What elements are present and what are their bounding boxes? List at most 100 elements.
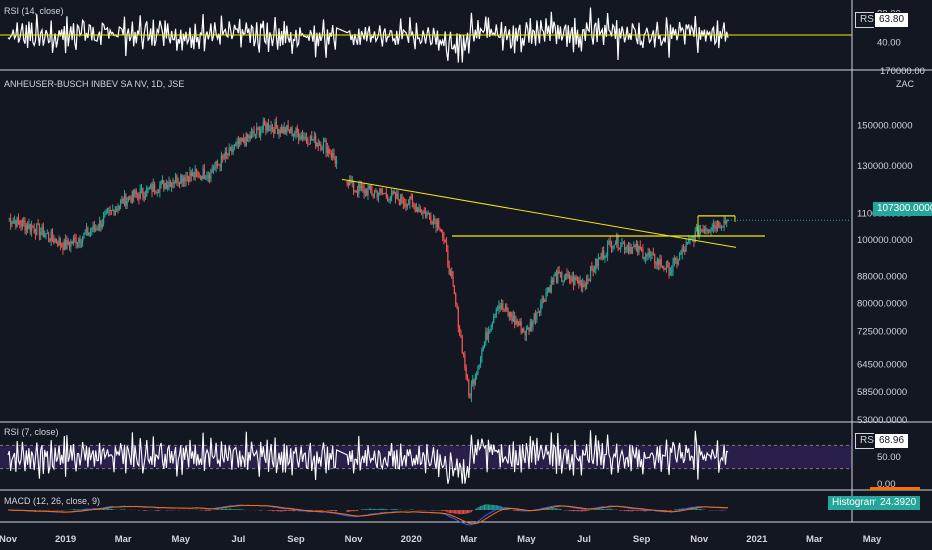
candle-body [109,209,111,211]
candle-body [194,169,196,178]
x-tick-label: 2020 [401,534,422,545]
candle-body [182,177,185,183]
candle-body [119,200,122,206]
candle-body [220,155,222,168]
candle-body [400,194,402,205]
candle-body [180,175,182,185]
candle-body [506,306,508,311]
candle-body [305,136,308,140]
candle-body [248,135,250,138]
candle-body [698,229,700,236]
x-tick-label: Nov [0,534,18,545]
candle-body [23,220,25,223]
candle-body [411,199,414,203]
candle-body [203,168,205,179]
candle-body [58,238,60,246]
candle-body [633,245,635,248]
candle-body [671,270,673,273]
candle-body [469,395,471,397]
candle-body [325,140,327,153]
candle-body [637,243,639,253]
candle-body [164,183,166,189]
candle-body [317,142,319,146]
candle-body [504,306,507,310]
candle-body [426,213,428,217]
candle-body [265,125,267,131]
candle-body [101,224,103,228]
candle-body [576,280,579,282]
candle-body [702,229,704,233]
candle-body [237,140,239,145]
candle-body [321,148,323,150]
candle-body [544,300,546,302]
macd-tag-name: Histogram [828,496,882,510]
candle-body [574,277,576,285]
candle-body [63,239,65,250]
candle-body [536,312,538,320]
candle-body [304,136,306,138]
candle-body [355,190,357,192]
candle-body [329,153,331,155]
rsi7-tick-50: 50.00 [877,452,901,463]
candle-body [334,158,336,164]
candle-body [468,380,470,396]
candle-body [75,238,77,245]
candle-body [197,171,199,173]
candle-body [601,250,603,259]
candle-body [283,126,285,134]
candle-body [212,170,215,172]
price-tick-label: 64500.0000 [857,359,907,370]
candle-body [453,285,455,295]
candle-body [367,188,369,196]
candle-body [368,185,370,189]
candle-body [379,188,381,195]
candle-body [353,180,355,192]
candle-body [402,201,404,204]
candle-body [722,226,724,228]
candle-body [673,258,675,262]
candle-body [184,177,186,182]
candle-body [96,228,98,230]
candle-body [723,220,725,228]
candle-body [497,308,499,310]
candle-body [70,241,72,247]
rsi7-line [7,430,729,484]
candle-body [710,229,712,231]
candle-body [240,137,242,142]
candle-body [49,238,51,241]
candle-body [190,172,192,177]
candle-body [612,246,614,249]
candle-body [542,298,545,301]
candle-body [716,221,719,229]
candle-body [130,198,132,203]
candle-body [191,172,194,177]
candle-body [584,284,586,287]
candle-body [266,123,268,131]
candle-body [608,241,610,245]
candle-body [40,232,42,236]
x-tick-label: 2021 [746,534,768,545]
candle-body [209,175,211,179]
candle-body [258,128,260,137]
candle-body [371,190,373,194]
candle-body [316,142,318,147]
candle-body [322,141,325,149]
candle-body [193,172,195,178]
candle-body [678,253,681,261]
candle-body [222,155,224,158]
candle-body [571,276,573,282]
candle-body [24,222,26,231]
candle-body [17,217,20,222]
candle-body [394,191,397,199]
candle-body [351,180,353,184]
candle-body [121,198,123,201]
x-tick-label: May [172,534,191,545]
candle-body [185,176,187,182]
candle-body [215,160,217,167]
candle-body [67,240,69,245]
candle-body [477,365,479,374]
candle-body [443,236,445,240]
candle-body [541,298,543,305]
candle-body [638,245,640,253]
